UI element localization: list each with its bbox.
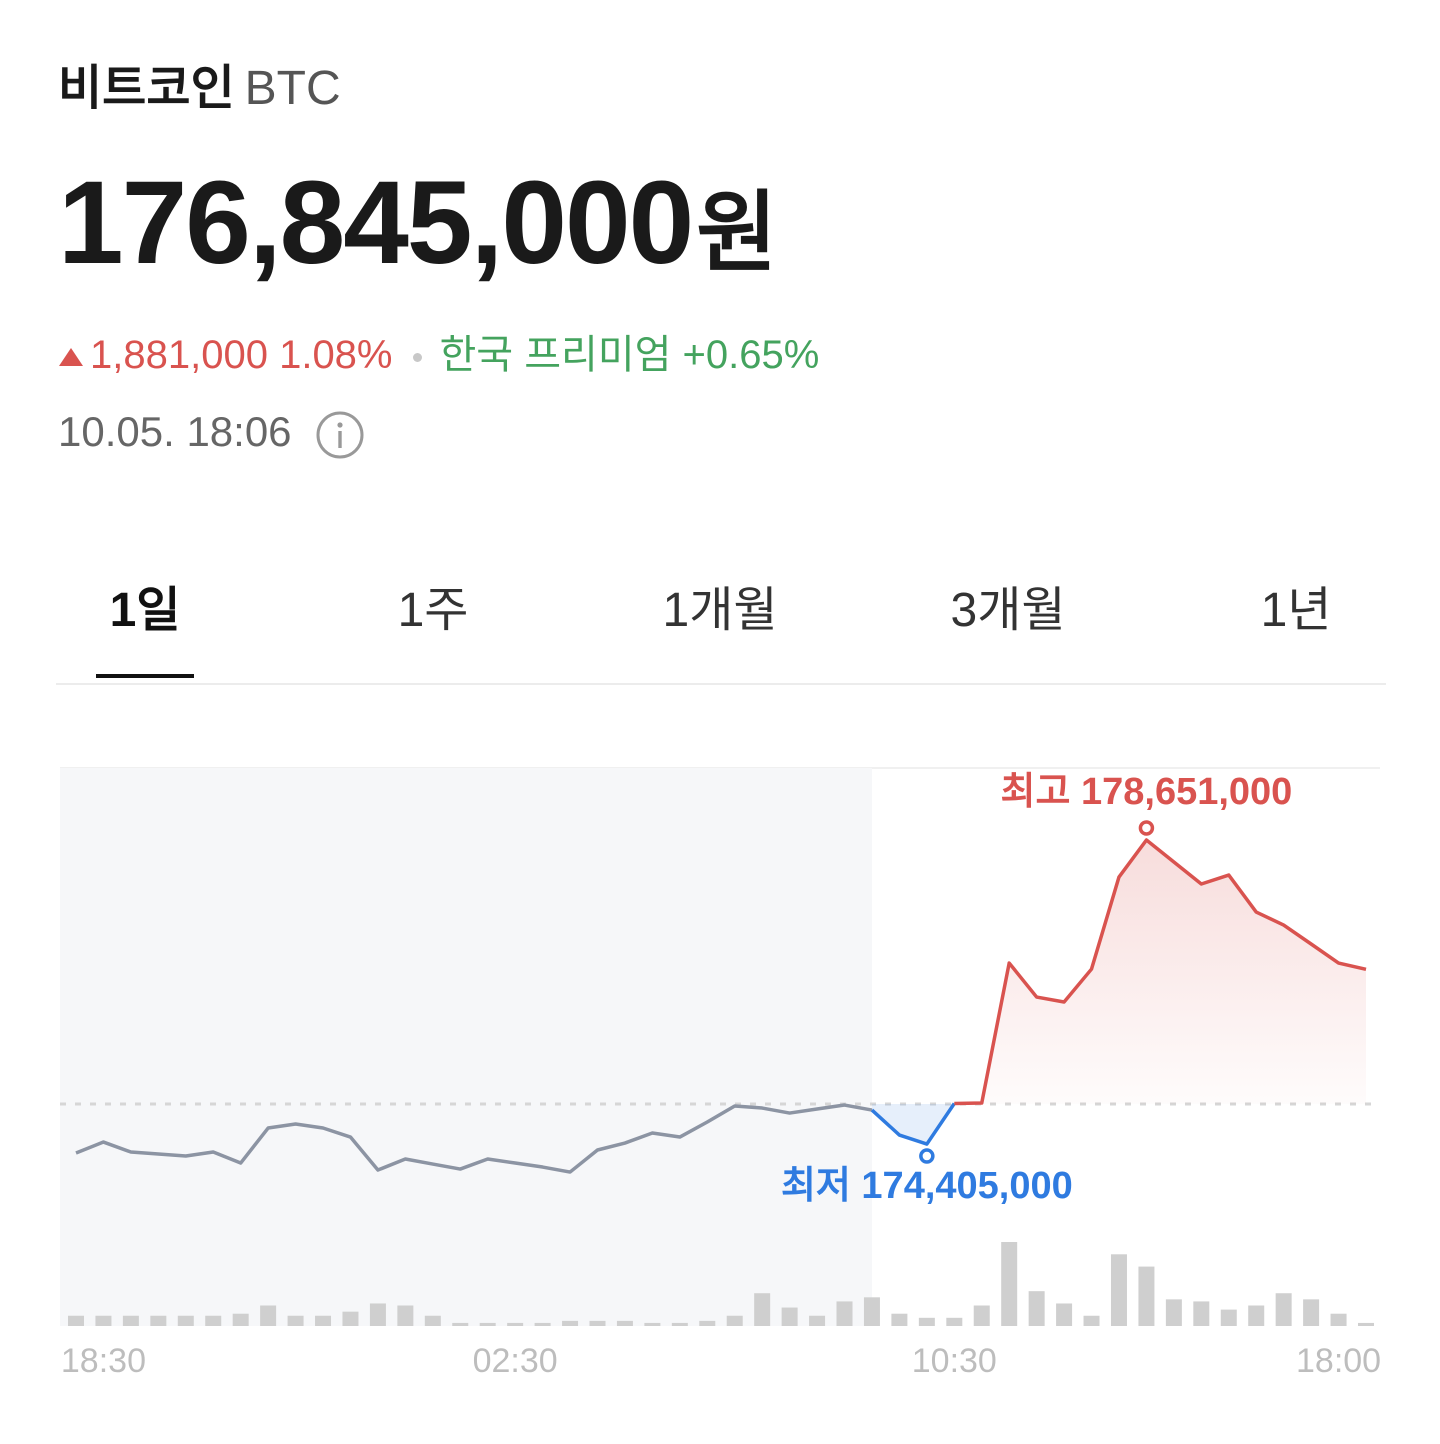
volume-bar <box>68 1315 84 1326</box>
price-line <box>870 1102 956 1146</box>
x-tick-label: 10:30 <box>912 1342 997 1380</box>
volume-bar <box>809 1315 826 1326</box>
x-tick-label: 18:00 <box>1296 1342 1381 1380</box>
volume-bar <box>1330 1313 1347 1326</box>
period-tab[interactable]: 3개월 <box>950 584 1066 637</box>
volume-bar <box>562 1320 579 1326</box>
volume-bar <box>918 1317 935 1326</box>
volume-bar <box>424 1315 441 1326</box>
volume-bar <box>781 1307 798 1326</box>
title: 비트코인 BTC <box>58 48 341 118</box>
period-tab[interactable]: 1일 <box>109 584 181 637</box>
volume-bar <box>1056 1303 1073 1326</box>
volume-bar <box>507 1322 524 1326</box>
extreme-marker <box>919 1148 935 1164</box>
change-amount: 1,881,000 <box>90 333 268 377</box>
volume-bar <box>1165 1299 1182 1326</box>
volume-bar <box>671 1322 688 1326</box>
volume-bar <box>1358 1322 1374 1326</box>
volume-bar <box>1028 1291 1045 1326</box>
volume-bar <box>644 1322 661 1326</box>
volume-bar <box>177 1315 194 1326</box>
price-line <box>954 838 1367 1106</box>
volume-bar <box>1001 1242 1018 1326</box>
coin-symbol: BTC <box>244 62 341 115</box>
volume-bar <box>1248 1305 1265 1326</box>
volume-bar <box>754 1293 771 1326</box>
extreme-label-value: 178,651,000 <box>1081 771 1292 813</box>
period-tab[interactable]: 1주 <box>397 584 469 637</box>
volume-bar <box>1083 1315 1100 1326</box>
volume-bar <box>232 1313 249 1326</box>
price-amount: 176,845,000 <box>58 157 694 289</box>
area <box>871 1103 955 1145</box>
volume-bar <box>946 1317 963 1326</box>
area <box>954 840 1366 1105</box>
up-triangle <box>59 348 83 367</box>
volume-bar <box>205 1315 222 1326</box>
extreme-label-prefix: 최고 <box>1001 771 1071 813</box>
volume-bar <box>1110 1254 1127 1326</box>
extreme-label: 최고 178,651,000 <box>1001 771 1293 813</box>
volume-bar <box>122 1315 139 1326</box>
volume-bar <box>891 1313 908 1326</box>
volume-bar <box>1193 1301 1210 1326</box>
volume-bar <box>534 1322 551 1326</box>
volume-bar <box>369 1303 386 1326</box>
volume-bar <box>150 1315 167 1326</box>
selected-tab-underline <box>96 674 194 678</box>
volume-bar <box>342 1311 359 1326</box>
period-tab[interactable]: 1년 <box>1260 584 1332 637</box>
volume-bar <box>287 1315 304 1326</box>
x-tick-label: 18:30 <box>61 1342 146 1380</box>
coin-name: 비트코인 <box>58 62 235 115</box>
price-unit: 원 <box>696 183 778 282</box>
volume-bar <box>726 1315 743 1326</box>
volume-bar <box>1138 1266 1155 1326</box>
premium-label: 한국 프리미엄 <box>439 333 672 377</box>
volume-bar <box>315 1315 332 1326</box>
timestamp: 10.05. 18:06 <box>58 408 292 455</box>
volume-bar <box>1220 1309 1237 1326</box>
volume-bar <box>95 1315 112 1326</box>
volume-bar <box>260 1305 277 1326</box>
shaded-region <box>60 768 872 1326</box>
separator-dot <box>412 352 422 362</box>
volume-bar <box>863 1297 880 1326</box>
change-rate: 1.08% <box>279 333 393 377</box>
volume-bar <box>397 1305 414 1326</box>
volume-bar <box>589 1320 606 1326</box>
volume-bar <box>1303 1299 1320 1326</box>
x-tick-label: 02:30 <box>473 1342 558 1380</box>
volume-bar <box>836 1301 853 1326</box>
volume-bar <box>479 1322 496 1326</box>
volume-bar <box>1275 1293 1292 1326</box>
change-row: 1,881,000 1.08% 한국 프리미엄 +0.65% <box>58 322 819 380</box>
extreme-label: 최저 174,405,000 <box>781 1165 1073 1207</box>
extreme-label-prefix: 최저 <box>781 1165 851 1207</box>
price: 176,845,000원 <box>58 155 777 291</box>
volume-bar <box>699 1320 716 1326</box>
info-icon[interactable] <box>315 410 365 460</box>
price-line <box>75 1103 873 1174</box>
premium-value: +0.65% <box>682 333 820 377</box>
volume-bar <box>452 1322 469 1326</box>
volume-bar <box>973 1305 990 1326</box>
timestamp-row: 10.05. 18:06 <box>58 408 365 460</box>
extreme-marker <box>1138 820 1155 836</box>
extreme-label-value: 174,405,000 <box>861 1165 1072 1207</box>
volume-bar <box>616 1320 633 1326</box>
period-tab[interactable]: 1개월 <box>662 584 778 637</box>
period-tabs: 1일 1주 1개월 3개월 1년 <box>0 570 1440 640</box>
